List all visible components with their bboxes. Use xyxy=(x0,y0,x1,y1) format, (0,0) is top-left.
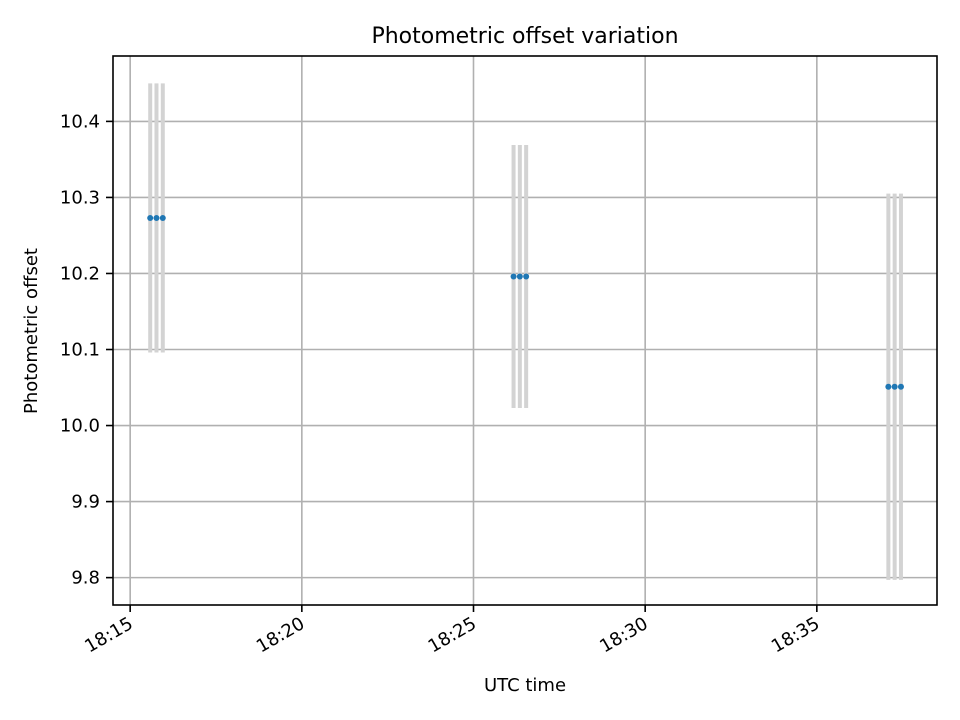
data-point xyxy=(153,214,160,221)
data-points xyxy=(147,214,904,390)
data-point xyxy=(523,273,530,280)
y-tick-label: 10.0 xyxy=(60,416,100,437)
data-point xyxy=(516,273,523,280)
data-point xyxy=(891,383,898,390)
data-point xyxy=(510,273,517,280)
y-tick-label: 9.8 xyxy=(71,568,100,589)
data-point xyxy=(897,383,904,390)
chart-title: Photometric offset variation xyxy=(371,24,678,49)
y-tick-label: 10.3 xyxy=(60,187,100,208)
y-tick-label: 9.9 xyxy=(71,492,100,513)
axes-border xyxy=(112,55,938,606)
y-tick-label: 10.2 xyxy=(60,263,100,284)
y-ticks: 9.8 9.9 10.0 10.1 10.2 10.3 10.4 xyxy=(60,111,113,589)
data-point xyxy=(147,214,154,221)
y-tick-label: 10.4 xyxy=(60,111,100,132)
y-tick-label: 10.1 xyxy=(60,340,100,361)
axes-frame xyxy=(112,55,938,606)
data-point xyxy=(885,383,892,390)
y-axis-label: Photometric offset xyxy=(21,248,42,414)
data-point xyxy=(159,214,166,221)
x-axis-label: UTC time xyxy=(484,675,566,696)
